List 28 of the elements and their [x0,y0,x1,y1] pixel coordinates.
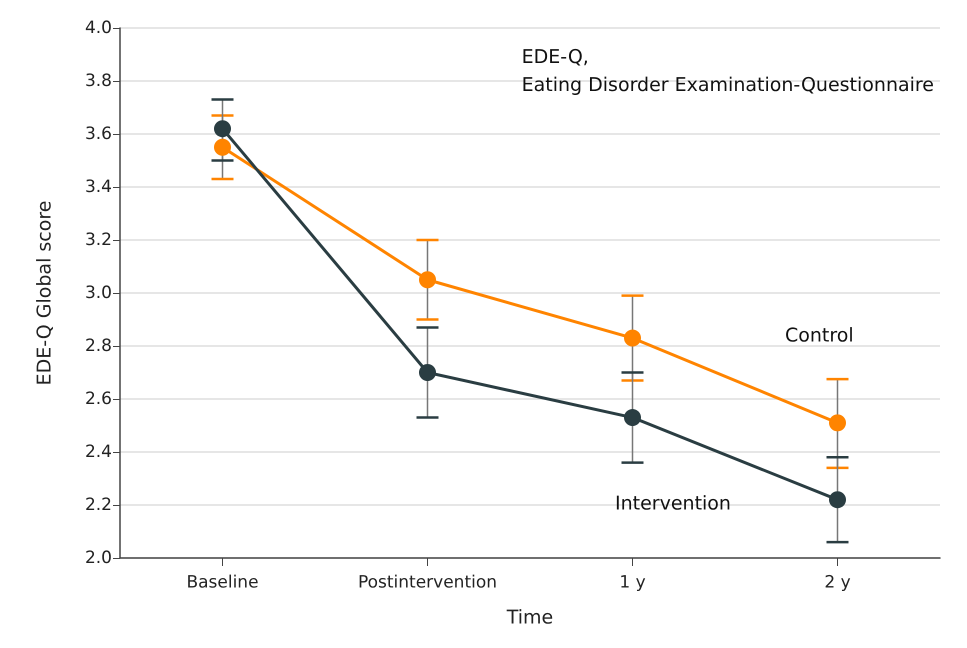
y-tick-label: 3.4 [84,177,112,197]
point [419,271,436,288]
point [829,491,846,508]
y-tick-label: 2.8 [84,336,112,356]
annotation: EDE-Q, Eating Disorder Examination-Questionnaire [522,46,934,96]
y-tick-label: 2.6 [84,389,112,409]
point [624,330,641,347]
x-tick-label: Baseline [186,572,259,592]
y-tick-label: 3.0 [84,283,112,303]
point [624,409,641,426]
point [829,414,846,432]
x-tick-label: Postintervention [358,572,498,592]
y-tick-label: 2.0 [84,548,112,568]
x-tick-label: 1 y [619,572,646,592]
y-tick-label: 2.4 [84,442,112,462]
y-tick-label: 3.8 [84,71,112,91]
point [214,138,231,156]
x-tick-label: 2 y [824,572,851,592]
series-label: Intervention [615,492,731,515]
point [419,364,436,381]
y-tick-label: 4.0 [84,18,112,38]
y-tick-label: 3.6 [84,124,112,144]
text: Control [785,324,854,346]
y-tick-label: 3.2 [84,230,112,250]
point [214,120,231,138]
y-axis-title: EDE-Q Global score [34,200,56,386]
y-tick-label: 2.2 [84,495,112,515]
x-axis-title: Time [506,606,554,628]
